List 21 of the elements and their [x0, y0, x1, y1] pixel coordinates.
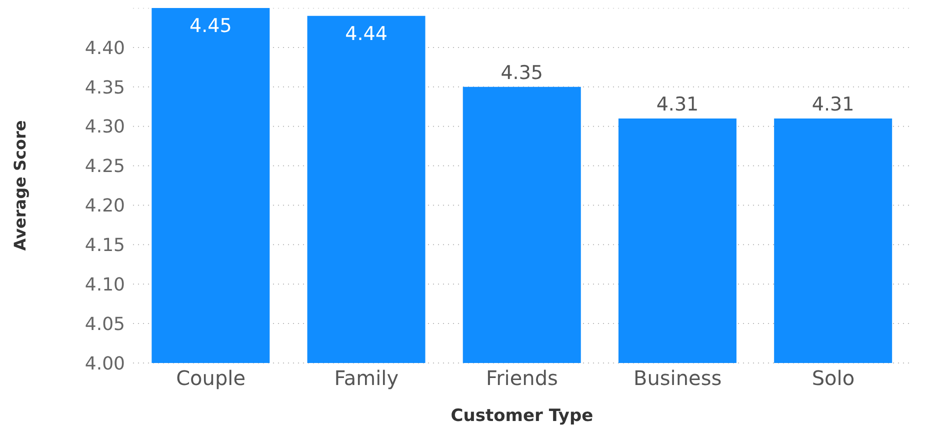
- y-tick-label: 4.05: [84, 314, 125, 335]
- x-axis-title: Customer Type: [450, 406, 594, 426]
- data-label: 4.31: [656, 93, 699, 116]
- y-tick-label: 4.35: [84, 77, 125, 98]
- x-tick-label: Couple: [176, 366, 246, 390]
- data-label: 4.45: [190, 15, 232, 37]
- data-label: 4.44: [345, 22, 388, 45]
- x-tick-label: Friends: [486, 366, 558, 390]
- data-label: 4.31: [812, 93, 854, 116]
- data-label: 4.35: [500, 62, 544, 84]
- y-tick-label: 4.30: [84, 116, 125, 138]
- y-axis-title: Average Score: [10, 120, 30, 251]
- y-tick-label: 4.20: [84, 196, 125, 217]
- x-tick-label: Family: [334, 366, 399, 390]
- y-tick-label: 4.10: [84, 274, 125, 296]
- x-tick-label: Solo: [812, 366, 855, 390]
- y-tick-label: 4.25: [84, 156, 125, 178]
- y-tick-label: 4.00: [84, 353, 125, 374]
- y-tick-label: 4.15: [84, 235, 125, 256]
- y-tick-label: 4.40: [84, 38, 125, 59]
- x-tick-label: Business: [634, 366, 722, 390]
